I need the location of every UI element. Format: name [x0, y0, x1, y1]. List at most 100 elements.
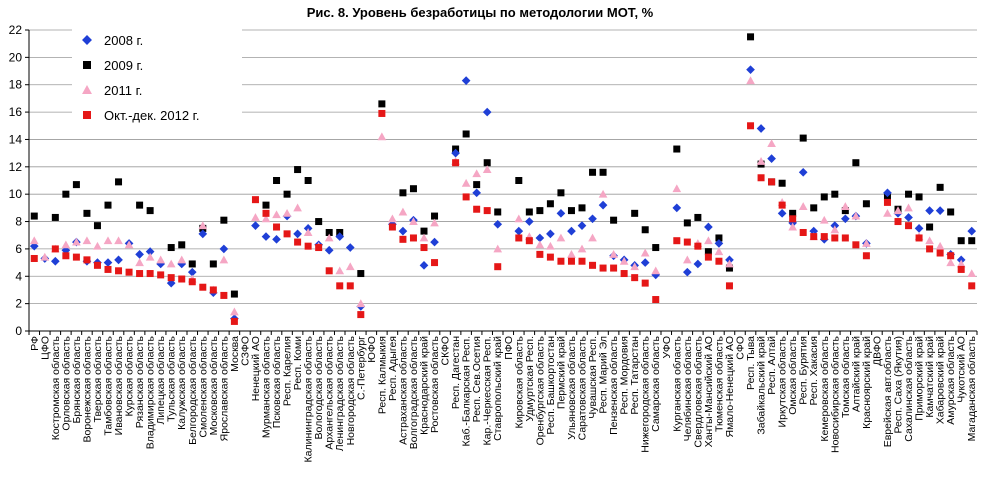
data-point: [915, 193, 923, 201]
category-label: Чукотский АО: [956, 336, 968, 403]
category-label: Псковская область: [271, 335, 283, 428]
data-point: [30, 212, 38, 220]
data-point: [893, 206, 903, 215]
data-point: [831, 234, 839, 242]
category-label: Респ. Карелия: [282, 336, 294, 406]
category-label: Тюменская область: [713, 335, 725, 431]
data-point: [230, 317, 238, 325]
category-label: Ленинградская область: [334, 335, 346, 451]
data-point: [156, 255, 166, 264]
data-point: [146, 207, 154, 215]
data-point: [926, 223, 934, 231]
data-point: [525, 237, 533, 245]
category-label: Чувашская Респ.: [587, 336, 599, 419]
category-label: Курская область: [124, 335, 136, 416]
data-point: [494, 208, 502, 216]
data-point: [883, 208, 892, 217]
data-point: [567, 207, 575, 215]
data-point: [789, 215, 797, 223]
data-point: [315, 218, 323, 226]
data-point: [798, 167, 808, 177]
data-point: [145, 247, 155, 256]
data-point: [136, 201, 144, 209]
data-point: [220, 216, 228, 224]
data-point: [788, 222, 798, 231]
data-point: [178, 241, 186, 249]
data-point: [652, 244, 660, 252]
data-point: [40, 252, 50, 261]
category-label: Ярославская область: [218, 335, 230, 441]
data-point: [619, 256, 629, 265]
data-point: [51, 245, 59, 253]
data-point: [515, 234, 523, 242]
data-point: [578, 257, 586, 265]
data-point: [577, 244, 587, 253]
legend-marker: [83, 111, 91, 119]
data-point: [462, 193, 470, 201]
data-point: [514, 226, 524, 236]
category-label: Смоленская область: [197, 335, 209, 437]
data-point: [72, 253, 80, 261]
data-point: [672, 184, 682, 193]
category-label: Белгородская область: [187, 335, 199, 444]
data-point: [777, 208, 787, 218]
data-point: [725, 264, 733, 272]
data-point: [714, 239, 724, 248]
category-label: ЦФО: [39, 336, 51, 360]
data-point: [704, 222, 713, 232]
y-tick-label: 4: [15, 269, 22, 283]
data-point: [767, 154, 776, 163]
data-point: [83, 209, 91, 217]
y-tick-label: 22: [9, 23, 23, 37]
data-point: [557, 257, 565, 265]
data-point: [346, 282, 354, 290]
category-label: Респ. Алтай: [766, 336, 778, 395]
category-label: Новосибирская область: [829, 335, 841, 452]
category-label: Тверская область: [92, 335, 104, 422]
data-point: [641, 226, 649, 234]
y-tick-label: 14: [9, 132, 23, 146]
data-point: [335, 232, 345, 241]
data-point: [409, 234, 417, 242]
data-point: [778, 201, 786, 209]
data-point: [957, 265, 965, 273]
category-label: Респ. Марий Эл: [598, 336, 610, 414]
data-point: [883, 198, 891, 206]
data-point: [419, 260, 429, 270]
data-point: [577, 221, 587, 230]
data-point: [83, 256, 91, 264]
data-point: [704, 248, 712, 256]
category-label: Архангельская область: [324, 335, 336, 449]
data-point: [114, 236, 123, 245]
data-point: [609, 250, 618, 258]
data-point: [483, 207, 491, 215]
data-point: [230, 290, 238, 298]
category-label: Респ. Татарстан: [629, 336, 641, 415]
category-label: Новгородская область: [345, 335, 357, 445]
data-point: [778, 179, 786, 187]
data-point: [93, 261, 101, 269]
data-point: [398, 226, 408, 236]
category-label: СЗФО: [239, 336, 251, 366]
data-point: [546, 229, 555, 239]
legend-label: 2008 г.: [104, 33, 143, 48]
category-label: Каб.-Балкарская Респ.: [461, 336, 473, 447]
data-point: [556, 208, 566, 218]
data-point: [756, 157, 766, 165]
category-label: Красноярский край: [861, 336, 873, 429]
category-label: Респ. Мордовия: [619, 336, 631, 415]
data-point: [588, 214, 597, 224]
data-point: [883, 188, 892, 198]
y-tick-label: 12: [9, 160, 23, 174]
data-point: [830, 225, 840, 234]
category-label: Респ. Саха (Якутия): [893, 336, 905, 433]
category-label: Кировская область: [513, 335, 525, 428]
data-point: [862, 200, 870, 208]
data-point: [588, 233, 597, 242]
data-point: [82, 236, 92, 245]
data-point: [324, 233, 334, 242]
data-point: [651, 266, 661, 275]
data-point: [325, 267, 333, 275]
data-point: [546, 200, 554, 208]
legend-entries: 2008 г. 2009 г. 2011 г. Окт.-дек. 2012 г.: [82, 33, 199, 123]
